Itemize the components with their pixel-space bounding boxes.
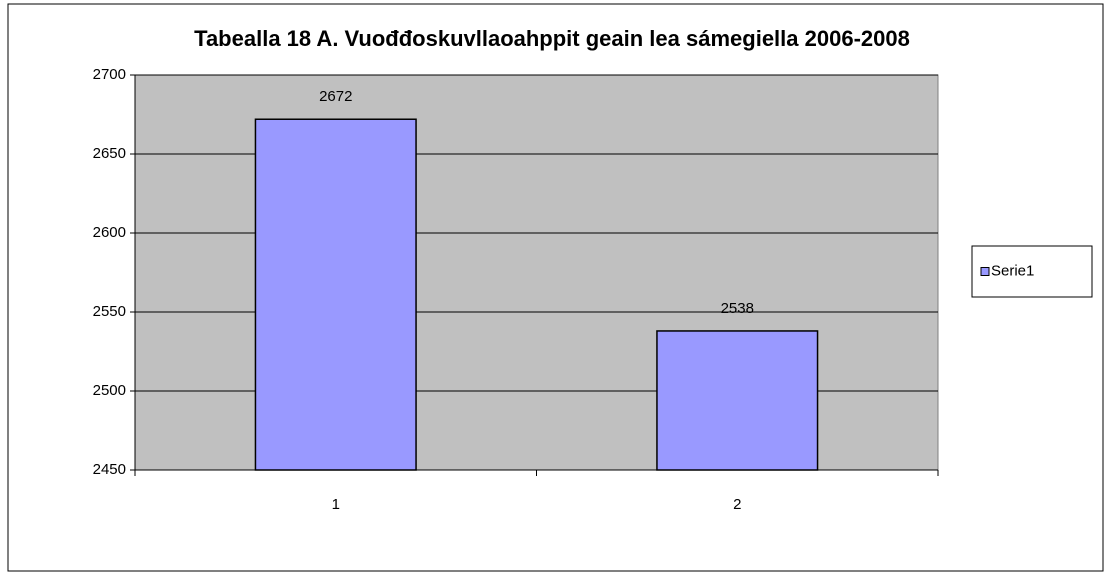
data-label: 2538 [721, 300, 754, 317]
y-tick-label: 2600 [93, 224, 126, 241]
y-tick-label: 2650 [93, 145, 126, 162]
x-tick-label: 2 [733, 496, 741, 513]
y-tick-label: 2500 [93, 382, 126, 399]
legend-marker [980, 267, 990, 276]
legend-box [971, 245, 1093, 298]
data-label: 2672 [319, 88, 352, 105]
legend-label: Serie1 [991, 262, 1034, 279]
bar [656, 330, 819, 471]
x-tick-label: 1 [332, 496, 340, 513]
chart-title: Tabealla 18 A. Vuođđoskuvllaoahppit geai… [194, 26, 910, 51]
y-tick-label: 2450 [93, 461, 126, 478]
y-tick-label: 2700 [93, 66, 126, 83]
y-tick-label: 2550 [93, 303, 126, 320]
bar [254, 118, 417, 471]
